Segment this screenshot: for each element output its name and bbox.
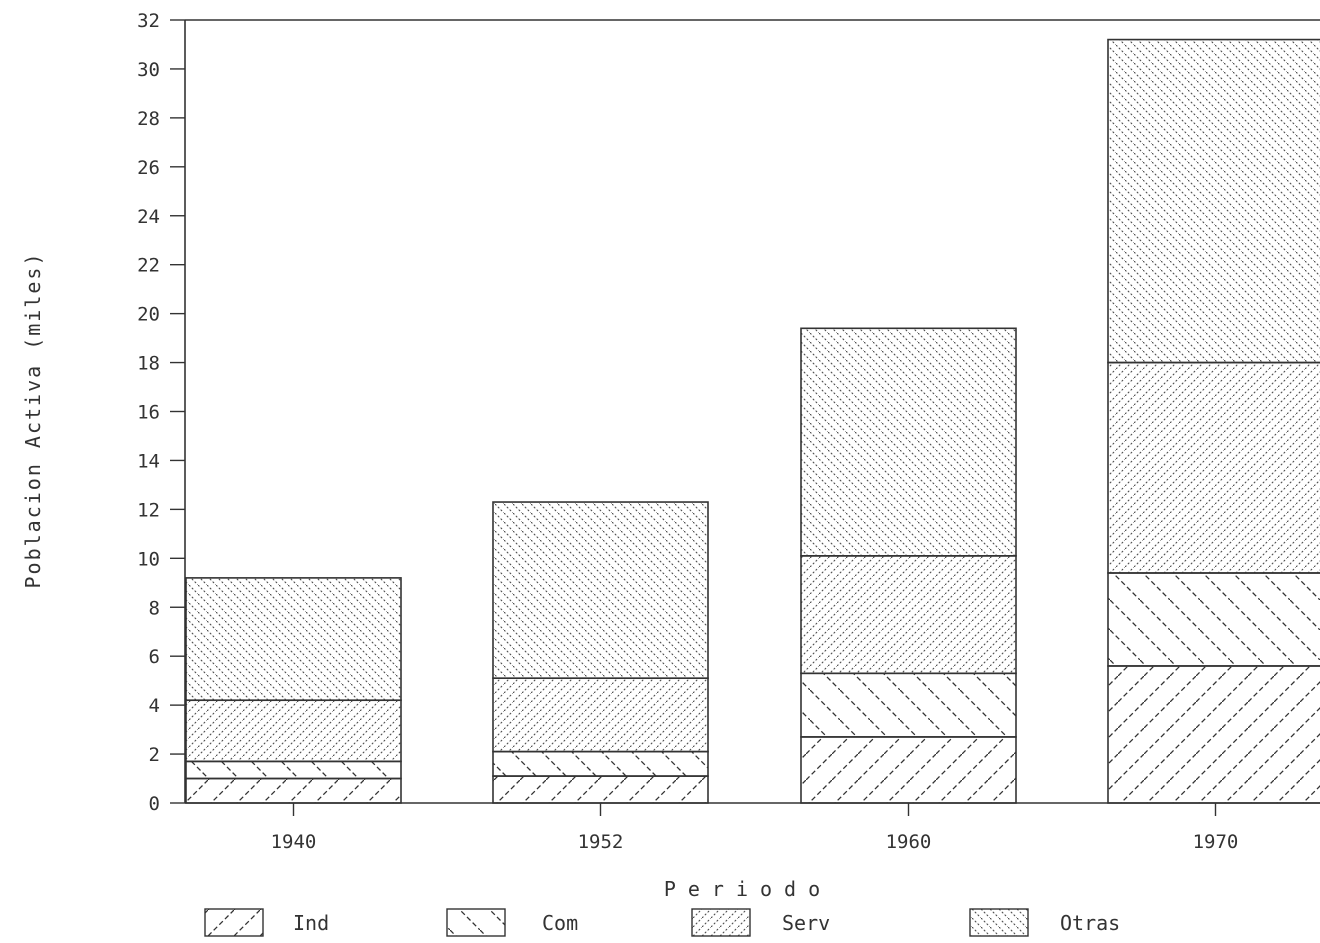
bar-serv-1940 xyxy=(185,699,402,763)
x-ticks: 1940 1952 1960 1970 xyxy=(271,803,1239,853)
legend-item-serv: Serv xyxy=(691,908,830,937)
legend-item-com: Com xyxy=(446,908,578,937)
y-tick-label: 14 xyxy=(137,450,160,472)
bar-serv-1970 xyxy=(1107,361,1320,574)
y-tick-label: 0 xyxy=(149,793,160,815)
bar-serv-1952 xyxy=(492,677,709,753)
bar-ind-1960 xyxy=(800,736,1017,804)
bar-ind-1940 xyxy=(185,777,402,804)
legend-label: Otras xyxy=(1060,911,1120,935)
y-axis-title: Poblacion Activa (miles) xyxy=(21,252,45,589)
bar-com-1970 xyxy=(1107,572,1320,667)
y-tick-label: 24 xyxy=(137,206,160,228)
legend: Ind Com Serv Otras xyxy=(204,908,1120,937)
legend-label: Ind xyxy=(293,911,329,935)
y-tick-label: 18 xyxy=(137,353,160,375)
y-tick-label: 26 xyxy=(137,157,160,179)
x-tick-label: 1940 xyxy=(271,831,317,853)
legend-swatch xyxy=(691,908,751,937)
y-tick-label: 2 xyxy=(149,744,160,766)
bar-stack-1960 xyxy=(800,327,1017,804)
x-tick-label: 1952 xyxy=(578,831,624,853)
bar-com-1952 xyxy=(492,750,709,777)
y-tick-label: 12 xyxy=(137,499,160,521)
bar-ind-1952 xyxy=(492,775,709,804)
bar-otras-1952 xyxy=(492,501,709,680)
y-tick-label: 6 xyxy=(149,646,160,668)
y-tick-label: 22 xyxy=(137,255,160,277)
bar-stack-1940 xyxy=(185,577,402,804)
bar-com-1960 xyxy=(800,672,1017,738)
x-axis-title: Periodo xyxy=(664,877,832,901)
bars xyxy=(185,38,1320,804)
y-tick-label: 32 xyxy=(137,10,160,32)
bar-otras-1970 xyxy=(1107,38,1320,364)
legend-label: Com xyxy=(542,911,578,935)
y-tick-label: 8 xyxy=(149,597,160,619)
legend-item-ind: Ind xyxy=(204,908,329,937)
legend-item-otras: Otras xyxy=(969,908,1120,937)
bar-stack-1952 xyxy=(492,501,709,804)
y-tick-label: 16 xyxy=(137,402,160,424)
bar-stack-1970 xyxy=(1107,38,1320,804)
bar-com-1940 xyxy=(185,760,402,780)
y-tick-label: 30 xyxy=(137,59,160,81)
bar-otras-1960 xyxy=(800,327,1017,557)
bar-serv-1960 xyxy=(800,555,1017,675)
bar-otras-1940 xyxy=(185,577,402,702)
x-tick-label: 1970 xyxy=(1193,831,1239,853)
y-tick-label: 10 xyxy=(137,548,160,570)
x-tick-label: 1960 xyxy=(886,831,932,853)
y-tick-label: 28 xyxy=(137,108,160,130)
legend-swatch xyxy=(969,908,1029,937)
bar-ind-1970 xyxy=(1107,665,1320,804)
legend-swatch xyxy=(446,908,506,937)
legend-swatch xyxy=(204,908,264,937)
legend-label: Serv xyxy=(782,911,830,935)
y-tick-label: 20 xyxy=(137,304,160,326)
y-tick-label: 4 xyxy=(149,695,160,717)
